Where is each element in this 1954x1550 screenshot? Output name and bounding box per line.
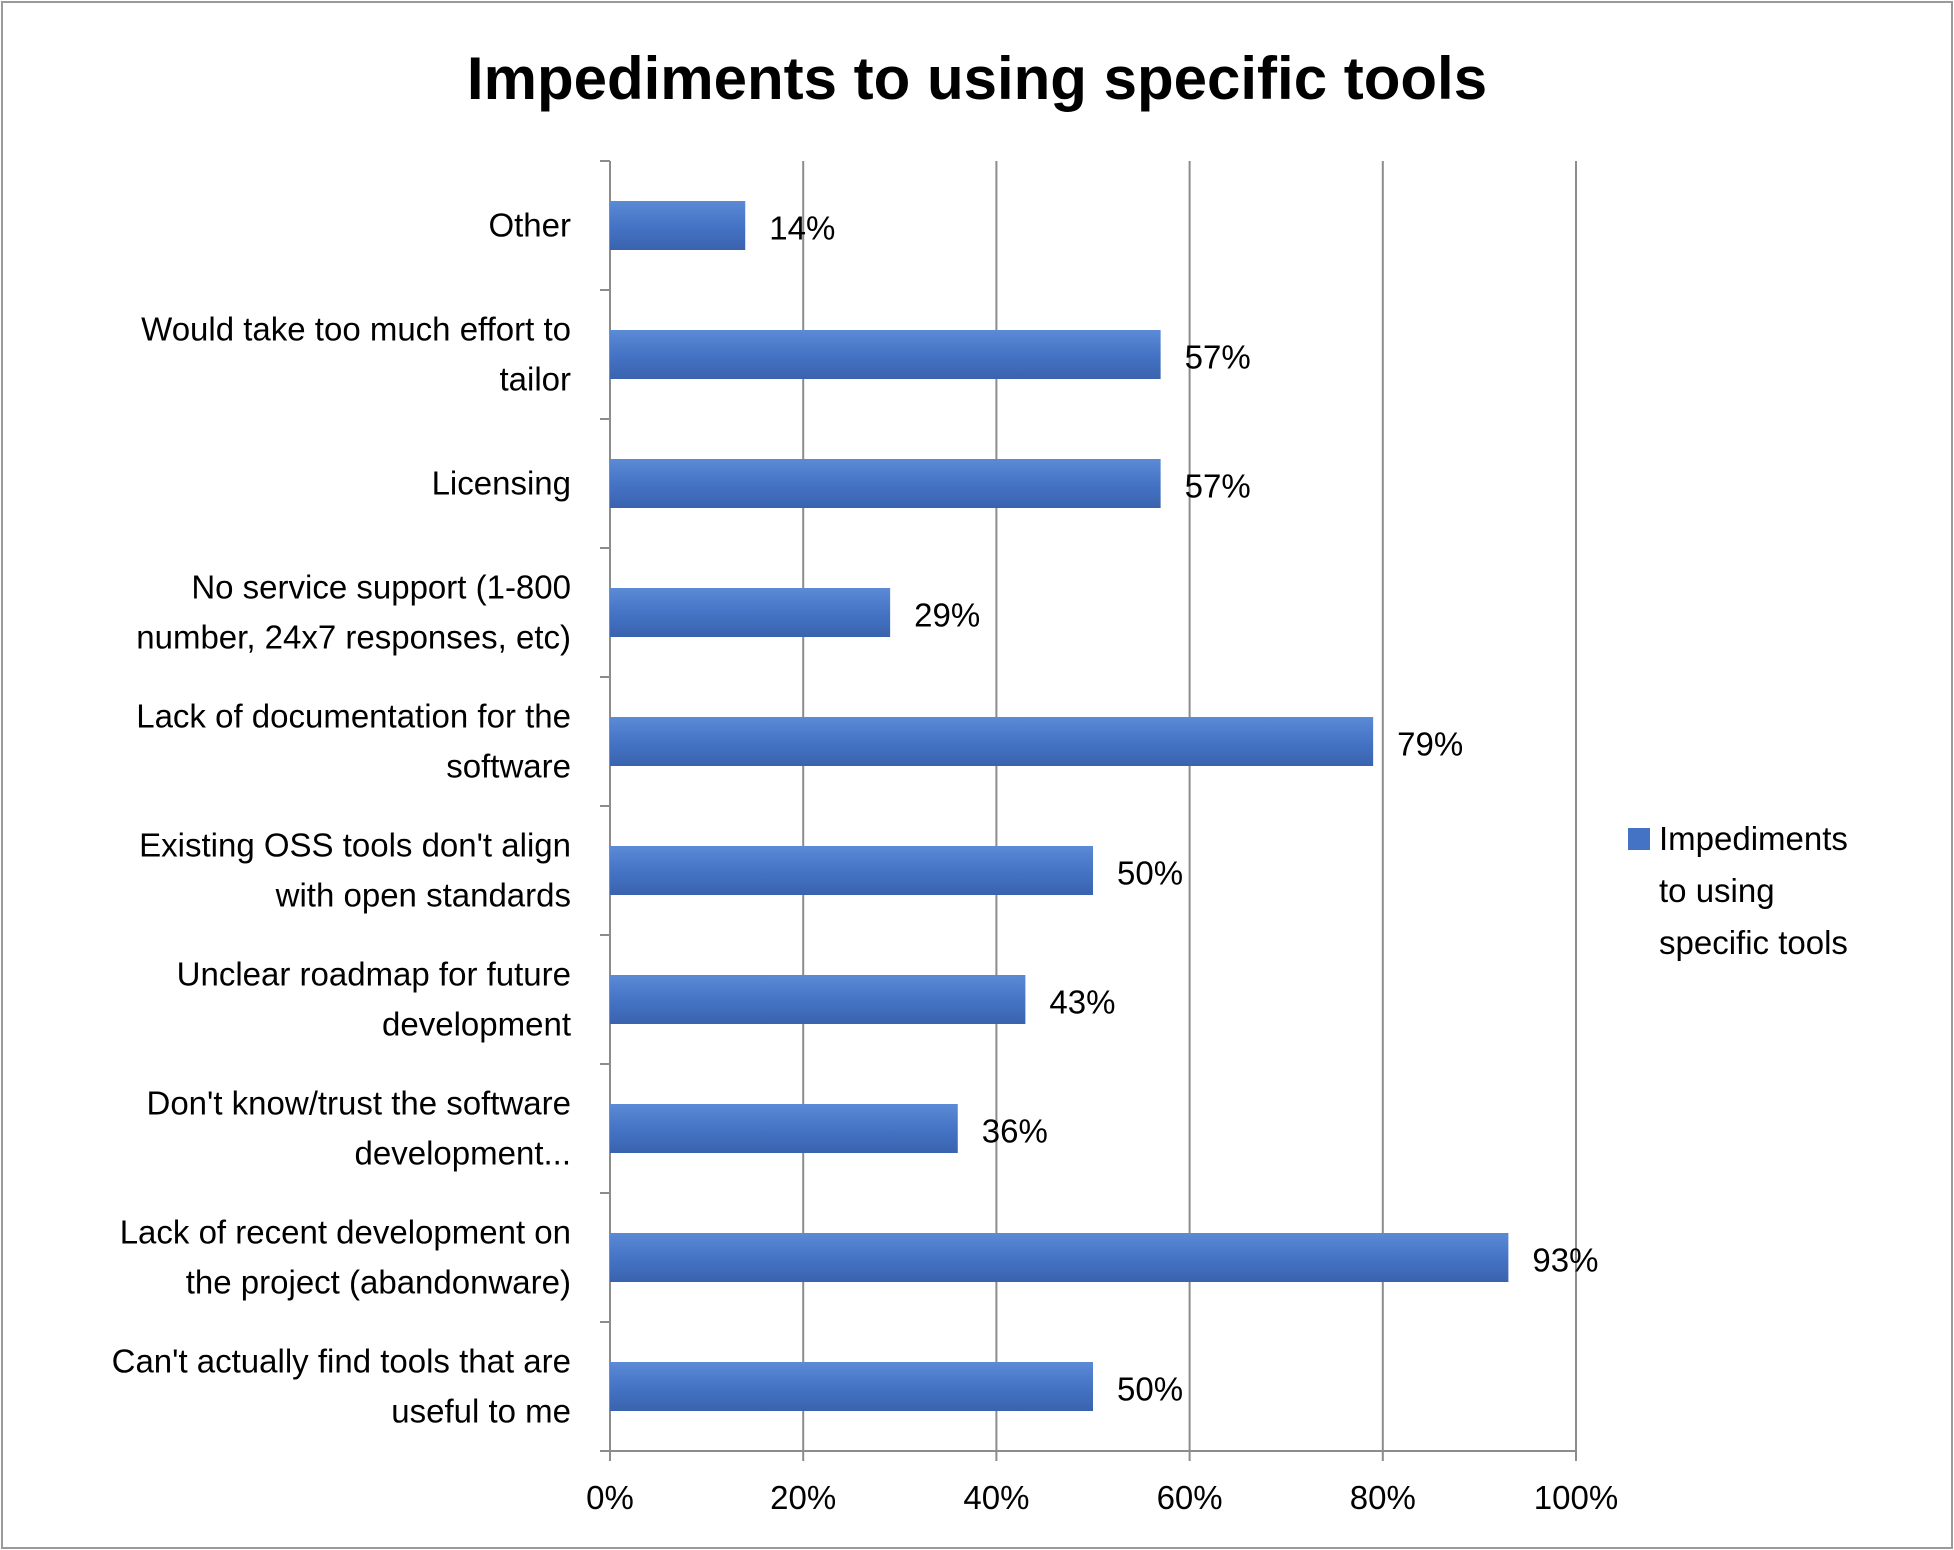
category-label: Can't actually find tools that are useful… — [112, 1343, 571, 1430]
data-label: 36% — [982, 1113, 1048, 1150]
chart-title: Impediments to using specific tools — [467, 45, 1487, 112]
category-label: Would take too much effort to tailor — [141, 311, 571, 398]
legend: Impediments to using specific tools — [1628, 820, 1848, 961]
legend-label: Impediments to using specific tools — [1659, 820, 1848, 961]
x-tick-label: 40% — [963, 1479, 1029, 1516]
bar — [610, 717, 1374, 766]
bars — [610, 201, 1509, 1411]
bar — [610, 330, 1161, 379]
labels: 14% Other 57% Would take too much effort to… — [112, 207, 1599, 1430]
bar — [610, 1233, 1509, 1282]
data-label: 43% — [1049, 984, 1115, 1021]
bar — [610, 201, 746, 250]
bar — [610, 1104, 958, 1153]
x-tick-label: 0% — [586, 1479, 634, 1516]
data-label: 29% — [914, 597, 980, 634]
category-label: Unclear roadmap for future development — [177, 956, 571, 1043]
data-label: 93% — [1532, 1242, 1598, 1279]
data-label: 50% — [1117, 855, 1183, 892]
x-tick-label: 80% — [1350, 1479, 1416, 1516]
category-label: Existing OSS tools don't align with open … — [139, 827, 571, 914]
bar — [610, 846, 1093, 895]
data-label: 57% — [1185, 339, 1251, 376]
bar — [610, 588, 891, 637]
data-label: 79% — [1397, 726, 1463, 763]
category-label: Licensing — [432, 465, 571, 502]
category-label: No service support (1-800 number, 24x7 re… — [136, 569, 571, 656]
x-tick-label: 60% — [1157, 1479, 1223, 1516]
bar — [610, 975, 1026, 1024]
bar — [610, 1362, 1093, 1411]
data-label: 14% — [769, 210, 835, 247]
data-label: 50% — [1117, 1371, 1183, 1408]
x-tick-label: 20% — [770, 1479, 836, 1516]
bar-chart: Impediments to using specific tools 0% 20… — [112, 45, 1848, 1516]
axes: 0% 20% 40% 60% 80% 100% — [586, 160, 1618, 1516]
category-label: Other — [488, 207, 571, 244]
x-tick-label: 100% — [1534, 1479, 1618, 1516]
category-label: Don't know/trust the software development… — [147, 1085, 572, 1172]
legend-swatch — [1628, 828, 1650, 850]
data-label: 57% — [1185, 468, 1251, 505]
category-label: Lack of recent development on the project… — [120, 1214, 571, 1301]
category-label: Lack of documentation for the software — [136, 698, 571, 785]
bar — [610, 459, 1161, 508]
